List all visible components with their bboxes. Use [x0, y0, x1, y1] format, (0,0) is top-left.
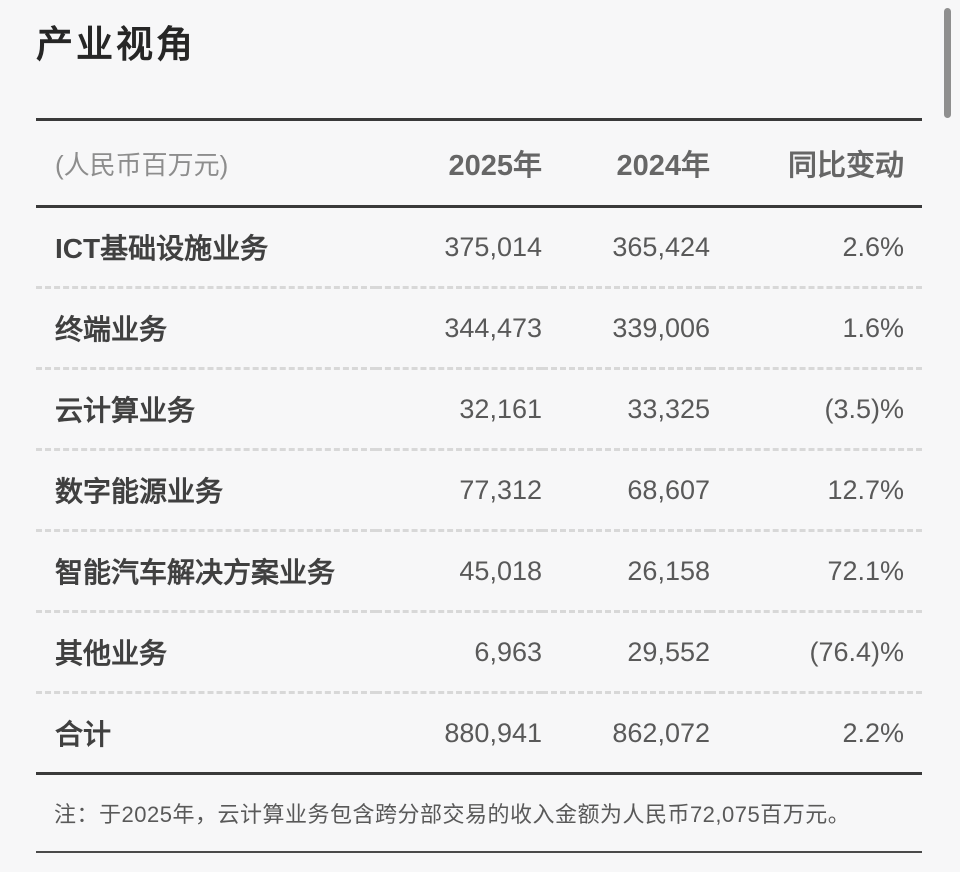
table-row: ICT基础设施业务 375,014 365,424 2.6% [36, 206, 922, 289]
row-label: 智能汽车解决方案业务 [36, 530, 376, 613]
total-value-yoy: 2.2% [842, 717, 904, 748]
value-2025: 77,312 [376, 449, 542, 532]
value-yoy: (76.4)% [710, 611, 922, 694]
value-2025: 6,963 [376, 611, 542, 694]
page-title: 产业视角 [36, 24, 196, 65]
content-area: 产业视角 (人民币百万元) 2025年 2024年 同比变动 ICT基础设施业务… [36, 0, 922, 853]
row-label: ICT基础设施业务 [36, 206, 376, 289]
value-2024: 33,325 [542, 368, 710, 451]
segment-revenue-table: (人民币百万元) 2025年 2024年 同比变动 ICT基础设施业务 375,… [36, 118, 922, 775]
unit-label: (人民币百万元) [55, 149, 229, 180]
row-label: 其他业务 [36, 611, 376, 694]
total-value-2025: 880,941 [444, 717, 542, 748]
total-label: 合计 [55, 719, 112, 750]
value-yoy: 1.6% [710, 287, 922, 370]
value-2024: 26,158 [542, 530, 710, 613]
value-2024: 339,006 [542, 287, 710, 370]
value-yoy: 12.7% [710, 449, 922, 532]
column-header-2025: 2025年 [448, 150, 542, 182]
table-row: 其他业务 6,963 29,552 (76.4)% [36, 611, 922, 694]
column-header-2024: 2024年 [616, 150, 710, 182]
total-value-2024: 862,072 [612, 717, 710, 748]
column-header-yoy: 同比变动 [787, 150, 904, 182]
row-label: 云计算业务 [36, 368, 376, 451]
scrollbar-thumb[interactable] [944, 8, 951, 118]
footnote: 注：于2025年，云计算业务包含跨分部交易的收入金额为人民币72,075百万元。 [36, 775, 922, 853]
table-row: 云计算业务 32,161 33,325 (3.5)% [36, 368, 922, 451]
value-2025: 32,161 [376, 368, 542, 451]
value-yoy: 72.1% [710, 530, 922, 613]
table-header-row: (人民币百万元) 2025年 2024年 同比变动 [36, 119, 922, 207]
value-2025: 45,018 [376, 530, 542, 613]
total-row: 合计 880,941 862,072 2.2% [36, 693, 922, 774]
value-yoy: 2.6% [710, 206, 922, 289]
row-label: 数字能源业务 [36, 449, 376, 532]
row-label: 终端业务 [36, 287, 376, 370]
table-row: 数字能源业务 77,312 68,607 12.7% [36, 449, 922, 532]
value-2024: 365,424 [542, 206, 710, 289]
value-2024: 29,552 [542, 611, 710, 694]
value-2024: 68,607 [542, 449, 710, 532]
value-yoy: (3.5)% [710, 368, 922, 451]
table-row: 智能汽车解决方案业务 45,018 26,158 72.1% [36, 530, 922, 613]
table-row: 终端业务 344,473 339,006 1.6% [36, 287, 922, 370]
value-2025: 344,473 [376, 287, 542, 370]
value-2025: 375,014 [376, 206, 542, 289]
